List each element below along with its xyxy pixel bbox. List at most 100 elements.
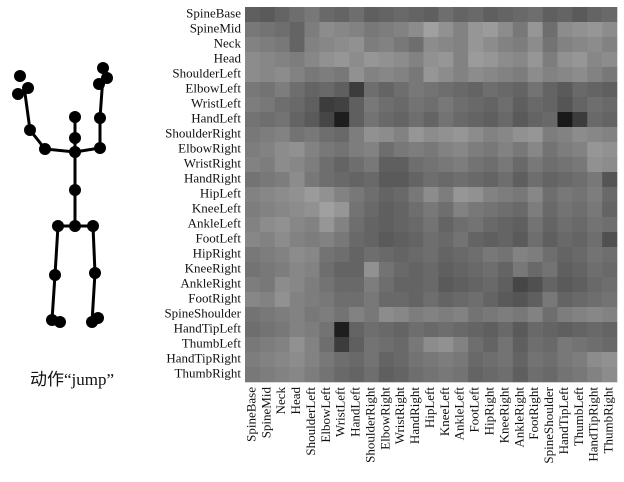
- cell: [453, 172, 468, 187]
- cell: [305, 307, 320, 322]
- cell: [453, 82, 468, 97]
- cell: [364, 292, 379, 307]
- cell: [290, 37, 305, 52]
- cell: [528, 187, 543, 202]
- cell: [498, 307, 513, 322]
- cell: [587, 22, 602, 37]
- cell: [260, 217, 275, 232]
- cell: [483, 277, 498, 292]
- cell: [305, 292, 320, 307]
- cell: [498, 172, 513, 187]
- cell: [305, 112, 320, 127]
- cell: [379, 277, 394, 292]
- cell: [483, 367, 498, 382]
- cell: [424, 67, 439, 82]
- cell: [557, 142, 572, 157]
- cell: [290, 52, 305, 67]
- cell: [275, 292, 290, 307]
- cell: [379, 322, 394, 337]
- cell: [602, 292, 617, 307]
- cell: [275, 172, 290, 187]
- cell: [334, 7, 349, 22]
- cell: [364, 22, 379, 37]
- cell: [572, 292, 587, 307]
- cell: [543, 262, 558, 277]
- cell: [245, 67, 260, 82]
- cell: [468, 97, 483, 112]
- cell: [483, 262, 498, 277]
- cell: [305, 67, 320, 82]
- cell: [468, 202, 483, 217]
- cell: [305, 232, 320, 247]
- row-label: ThumbRight: [175, 365, 242, 380]
- cell: [528, 97, 543, 112]
- cell: [409, 232, 424, 247]
- cell: [498, 277, 513, 292]
- column-label: WristLeft: [333, 387, 348, 437]
- cell: [557, 112, 572, 127]
- cell: [587, 97, 602, 112]
- cell: [453, 262, 468, 277]
- cell: [453, 352, 468, 367]
- cell: [379, 292, 394, 307]
- cell: [305, 157, 320, 172]
- cell: [438, 157, 453, 172]
- cell: [587, 112, 602, 127]
- cell: [394, 187, 409, 202]
- cell: [587, 37, 602, 52]
- cell: [364, 262, 379, 277]
- cell: [364, 202, 379, 217]
- cell: [394, 217, 409, 232]
- cell: [557, 52, 572, 67]
- cell: [513, 202, 528, 217]
- cell: [334, 37, 349, 52]
- cell: [394, 127, 409, 142]
- cell: [468, 262, 483, 277]
- cell: [349, 187, 364, 202]
- cell: [334, 217, 349, 232]
- cell: [602, 97, 617, 112]
- cell: [290, 217, 305, 232]
- cell: [275, 52, 290, 67]
- cell: [453, 37, 468, 52]
- cell: [349, 172, 364, 187]
- cell: [349, 52, 364, 67]
- row-label: ShoulderRight: [165, 125, 241, 140]
- cell: [379, 127, 394, 142]
- cell: [349, 22, 364, 37]
- cell: [602, 67, 617, 82]
- cell: [453, 247, 468, 262]
- cell: [245, 322, 260, 337]
- cell: [364, 97, 379, 112]
- cell: [453, 52, 468, 67]
- cell: [319, 52, 334, 67]
- cell: [498, 367, 513, 382]
- cell: [557, 322, 572, 337]
- cell: [453, 307, 468, 322]
- cell: [543, 277, 558, 292]
- cell: [290, 322, 305, 337]
- cell: [438, 262, 453, 277]
- cell: [394, 247, 409, 262]
- cell: [364, 217, 379, 232]
- cell: [319, 142, 334, 157]
- cell: [513, 232, 528, 247]
- cell: [424, 202, 439, 217]
- cell: [364, 142, 379, 157]
- row-label: KneeRight: [185, 260, 242, 275]
- cell: [557, 22, 572, 37]
- cell: [513, 67, 528, 82]
- cell: [498, 262, 513, 277]
- cell: [349, 157, 364, 172]
- cell: [275, 127, 290, 142]
- cell: [528, 142, 543, 157]
- cell: [319, 157, 334, 172]
- cell: [468, 112, 483, 127]
- cell: [319, 307, 334, 322]
- row-label: HandTipRight: [166, 350, 241, 365]
- cell: [498, 292, 513, 307]
- column-label: HandRight: [407, 387, 422, 444]
- cell: [483, 172, 498, 187]
- cell: [587, 127, 602, 142]
- cell: [319, 112, 334, 127]
